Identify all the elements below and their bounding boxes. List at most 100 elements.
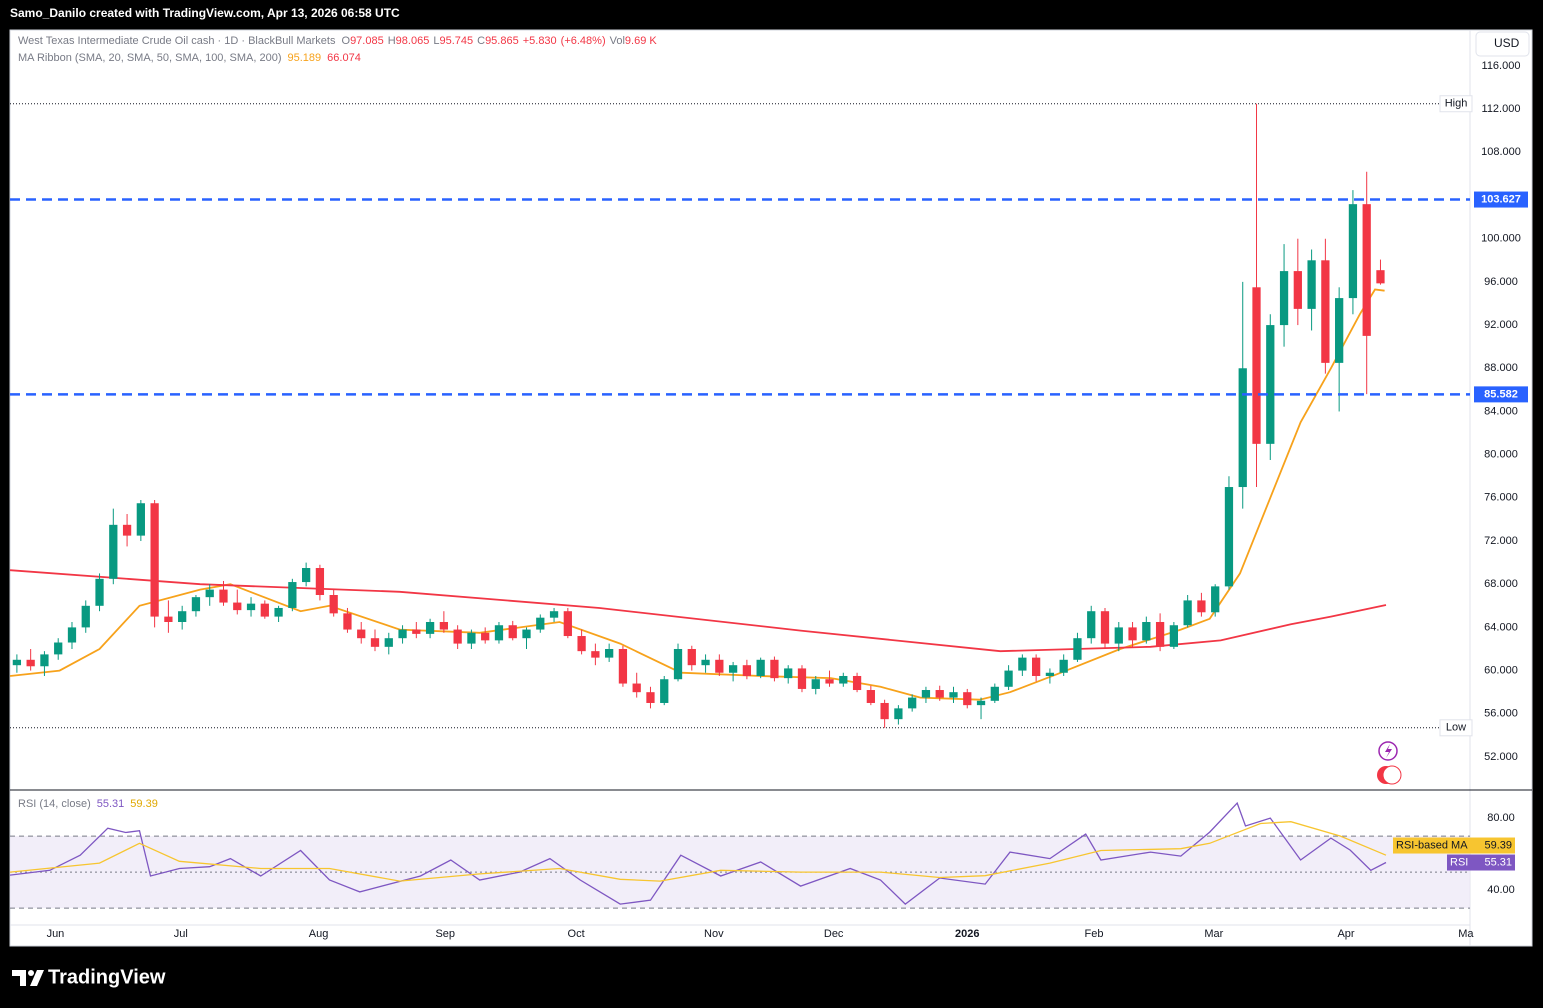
- candle-body: [1279, 271, 1289, 326]
- candle-body: [908, 697, 917, 709]
- candle-body: [756, 659, 765, 676]
- candle-body: [1224, 487, 1234, 587]
- candle-body: [1100, 611, 1110, 644]
- key: C: [477, 35, 485, 47]
- y-tick-label: 76.000: [1484, 492, 1518, 504]
- x-tick-label: Jul: [174, 928, 188, 940]
- candle-body: [1114, 627, 1123, 644]
- rsi-value: 55.31: [97, 798, 125, 810]
- y-tick-label: 80.00: [1487, 812, 1515, 824]
- candle-body: [329, 595, 338, 614]
- level-label-box: [1474, 386, 1528, 403]
- candle-body: [1211, 586, 1220, 613]
- candle-body: [1142, 621, 1151, 641]
- series-name: RSI: [1450, 856, 1468, 868]
- y-tick-label: 60.000: [1484, 664, 1518, 676]
- candle-body: [522, 629, 531, 639]
- ma-legend: MA Ribbon (SMA, 20, SMA, 50, SMA, 100, S…: [18, 52, 361, 64]
- series-label-box: [1393, 837, 1515, 854]
- y-tick-label: 108.000: [1481, 146, 1521, 158]
- event-icon[interactable]: [1378, 741, 1398, 761]
- series-value: 55.31: [1484, 856, 1512, 868]
- candle-body: [109, 524, 118, 579]
- level-label-box: [1474, 191, 1528, 208]
- candle-body: [233, 602, 242, 611]
- x-tick-label: Nov: [704, 928, 724, 940]
- candle-body: [563, 611, 572, 637]
- y-tick-label: 112.000: [1482, 103, 1521, 115]
- candle-body: [660, 679, 669, 703]
- candle-body: [26, 659, 35, 667]
- candle-body: [784, 668, 793, 679]
- series-name: RSI-based MA: [1396, 839, 1468, 851]
- legend-line: West Texas Intermediate Crude Oil cash ·…: [18, 35, 657, 47]
- currency-button[interactable]: [1475, 31, 1530, 57]
- candle-body: [1197, 600, 1206, 613]
- x-tick-label: Feb: [1084, 928, 1103, 940]
- candle-body: [976, 700, 986, 706]
- y-tick-label: 116.000: [1482, 60, 1521, 72]
- change: +5.830: [523, 35, 557, 47]
- value: 98.065: [396, 35, 430, 47]
- candle-body: [12, 659, 22, 666]
- candle-body: [370, 638, 380, 647]
- candle-body: [632, 683, 641, 693]
- key: H: [388, 35, 396, 47]
- candle-body: [852, 675, 862, 691]
- y-tick-label: 88.000: [1484, 362, 1518, 374]
- x-tick-label: Jun: [47, 928, 65, 940]
- level-label: 103.627: [1481, 193, 1521, 205]
- symbol: West Texas Intermediate Crude Oil cash ·…: [18, 35, 336, 47]
- y-tick-label: 52.000: [1484, 751, 1518, 763]
- candle-body: [384, 638, 393, 647]
- candle-body: [797, 668, 807, 689]
- candle-body: [467, 632, 476, 644]
- key: O: [342, 35, 351, 47]
- candle-body: [302, 568, 311, 583]
- currency[interactable]: USD: [1494, 36, 1520, 50]
- candle-body: [673, 648, 683, 680]
- y-tick-label: 100.000: [1481, 233, 1521, 245]
- y-tick-label: 56.000: [1484, 708, 1518, 720]
- candle-body: [1238, 368, 1247, 488]
- ma-line: [10, 569, 1387, 653]
- candle-body: [1252, 287, 1261, 444]
- candle-body: [246, 603, 256, 611]
- candle-body: [1073, 638, 1082, 660]
- candle-body: [963, 692, 972, 706]
- candle-body: [1128, 627, 1137, 641]
- candle-body: [1376, 270, 1385, 284]
- candle-body: [921, 690, 931, 698]
- candle-body: [715, 659, 724, 673]
- extreme-label: High: [1445, 98, 1468, 110]
- y-tick-label: 72.000: [1484, 535, 1518, 547]
- candle-body: [150, 503, 159, 617]
- candle-body: [949, 692, 958, 698]
- x-tick-label: Mar: [1204, 928, 1223, 940]
- series-label-box: [1447, 854, 1515, 871]
- rsi-line: [10, 821, 1387, 882]
- candle-body: [605, 648, 614, 658]
- event-icon[interactable]: [1382, 765, 1402, 785]
- candle-body: [1169, 625, 1178, 647]
- candle-body: [1335, 298, 1344, 363]
- x-tick-label: Dec: [824, 928, 844, 940]
- level-label: 85.582: [1484, 388, 1518, 400]
- candle-body: [178, 611, 187, 622]
- candle-body: [508, 625, 517, 639]
- candle-body: [1032, 657, 1041, 676]
- candle-body: [274, 607, 283, 617]
- volume: 9.69 K: [625, 35, 657, 47]
- key: L: [433, 35, 439, 47]
- candle-body: [1018, 657, 1027, 671]
- candle-body: [398, 629, 407, 639]
- x-tick-label: Oct: [568, 928, 585, 940]
- rsi-pane: [10, 801, 1470, 909]
- extreme-label-box: [1439, 719, 1473, 737]
- candle-body: [481, 632, 490, 641]
- y-tick-label: 96.000: [1484, 276, 1518, 288]
- candle-body: [839, 675, 848, 684]
- candle-body: [825, 679, 834, 684]
